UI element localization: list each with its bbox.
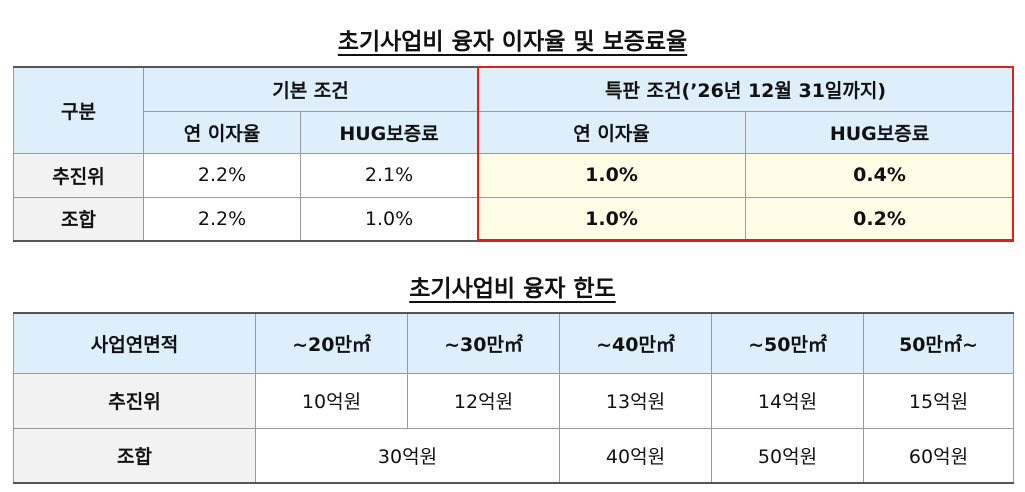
- header-cell: 연 이자율: [477, 110, 747, 154]
- table2-title: 초기사업비 융자 한도: [409, 276, 616, 302]
- header-cell: ~50만㎡: [711, 312, 864, 374]
- cell: 40억원: [559, 427, 712, 484]
- cell: 2.2%: [143, 152, 301, 198]
- cell: 1.0%: [477, 152, 747, 198]
- cell: 50억원: [711, 427, 864, 484]
- cell: 12억원: [407, 372, 560, 429]
- header-cell: 연 이자율: [143, 110, 301, 154]
- cell: 1.0%: [477, 196, 747, 242]
- cell: 10억원: [255, 372, 408, 429]
- row-label: 조합: [13, 427, 256, 484]
- cell: 2.1%: [299, 152, 479, 198]
- header-cell: HUG보증료: [745, 110, 1015, 154]
- cell: 1.0%: [299, 196, 479, 242]
- header-cell: ~20만㎡: [255, 312, 408, 374]
- row-label: 추진위: [13, 372, 256, 429]
- header-cell: 기본 조건: [142, 66, 479, 112]
- cell: 0.2%: [745, 196, 1015, 242]
- header-cell: HUG보증료: [299, 110, 479, 154]
- header-cell: 50만㎡~: [863, 312, 1014, 374]
- cell: 60억원: [863, 427, 1014, 484]
- cell: 30억원: [255, 427, 560, 484]
- cell: 15억원: [863, 372, 1014, 429]
- header-cell: 구분: [13, 66, 144, 154]
- rate-table: 구분 기본 조건 특판 조건(’26년 12월 31일까지) 연 이자율 HUG보증료…: [13, 66, 1015, 242]
- cell: 0.4%: [745, 152, 1015, 198]
- header-cell: 특판 조건(’26년 12월 31일까지): [477, 66, 1015, 112]
- header-cell: 사업연면적: [13, 312, 256, 374]
- header-cell: ~30만㎡: [407, 312, 560, 374]
- limit-table: 사업연면적 ~20만㎡ ~30만㎡ ~40만㎡ ~50만㎡ 50만㎡~ 추진위 10억원 12…: [13, 312, 1014, 484]
- cell: 13억원: [559, 372, 712, 429]
- header-cell: ~40만㎡: [559, 312, 712, 374]
- row-label: 추진위: [13, 152, 144, 198]
- table1-title: 초기사업비 융자 이자율 및 보증료율: [337, 29, 688, 55]
- row-label: 조합: [13, 196, 144, 242]
- cell: 2.2%: [143, 196, 301, 242]
- cell: 14억원: [711, 372, 864, 429]
